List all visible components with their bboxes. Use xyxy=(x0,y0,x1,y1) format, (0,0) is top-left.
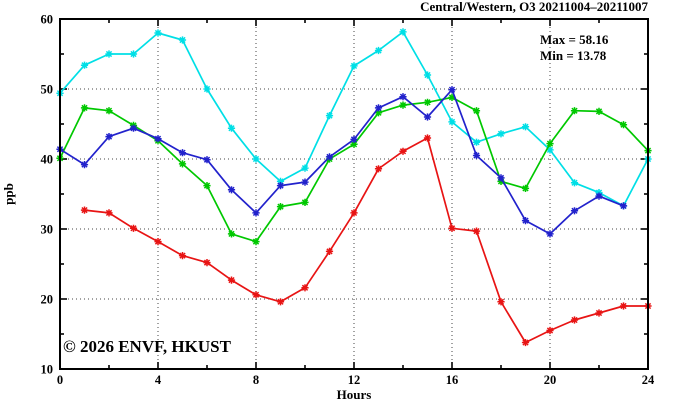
series-red xyxy=(80,134,652,347)
x-tick-label: 8 xyxy=(253,373,259,387)
max-annotation: Max = 58.16 xyxy=(540,32,609,47)
x-tick-label: 16 xyxy=(446,373,459,387)
gridlines xyxy=(60,19,648,369)
y-tick-label: 40 xyxy=(41,153,54,167)
chart-title: Central/Western, O3 20211004–20211007 xyxy=(420,0,648,14)
data-series xyxy=(56,28,652,347)
x-tick-label: 24 xyxy=(642,373,655,387)
series-red-line xyxy=(84,137,648,344)
x-axis-label: Hours xyxy=(337,387,372,402)
watermark-text: © 2026 ENVF, HKUST xyxy=(63,337,232,356)
y-axis-label: ppb xyxy=(1,183,16,205)
x-tick-label: 4 xyxy=(155,373,162,387)
min-annotation: Min = 13.78 xyxy=(540,48,607,63)
y-tick-label: 20 xyxy=(41,293,54,307)
x-tick-label: 0 xyxy=(57,373,63,387)
axis-tick-labels: 0 4 8 12 16 20 24 10 20 30 40 50 60 xyxy=(41,13,656,388)
plot-frame xyxy=(59,18,649,370)
x-tick-label: 12 xyxy=(348,373,361,387)
y-tick-label: 50 xyxy=(41,83,54,97)
y-tick-label: 30 xyxy=(41,223,54,237)
series-blue xyxy=(56,86,628,238)
series-red-markers xyxy=(80,134,652,347)
y-tick-label: 60 xyxy=(41,13,54,27)
series-blue-markers xyxy=(56,86,628,238)
x-tick-label: 20 xyxy=(544,373,557,387)
series-blue-line xyxy=(59,88,624,235)
y-tick-label: 10 xyxy=(41,363,54,377)
